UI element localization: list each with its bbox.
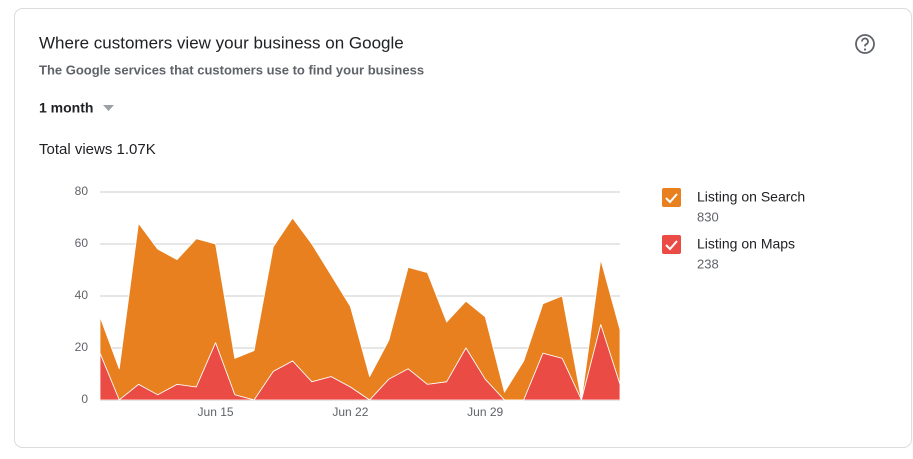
legend-total: 238 — [697, 256, 719, 271]
area — [99, 324, 621, 401]
help-circle[interactable] — [855, 34, 875, 54]
legend-item[interactable]: Listing on Maps 238 — [662, 235, 795, 271]
help-dot[interactable] — [863, 48, 867, 51]
card-border — [14, 8, 912, 448]
x-tick-label: Jun 29 — [467, 405, 503, 419]
y-tick-label: 20 — [75, 340, 89, 354]
period-label[interactable]: 1 month — [39, 100, 93, 116]
legend-total: 830 — [697, 209, 719, 224]
legend-item[interactable]: Listing on Search 830 — [662, 188, 805, 224]
legend-check — [665, 240, 678, 251]
legend-checkbox[interactable] — [662, 188, 681, 207]
legend-checkbox[interactable] — [662, 235, 681, 254]
period-dropdown[interactable]: 1 month — [39, 100, 114, 116]
dropdown-arrow[interactable] — [103, 105, 114, 111]
legend-check — [665, 193, 678, 204]
x-tick-label: Jun 22 — [332, 405, 368, 419]
help-icon[interactable] — [855, 34, 875, 54]
y-tick-label: 0 — [81, 392, 88, 406]
y-tick-label: 40 — [75, 288, 89, 302]
total-views: Total views 1.07K — [39, 141, 156, 158]
card-title: Where customers view your business on Go… — [39, 33, 404, 52]
y-tick-label: 60 — [75, 236, 89, 250]
legend-name: Listing on Search — [697, 189, 805, 205]
x-tick-label: Jun 15 — [198, 405, 234, 419]
card-subtitle: The Google services that customers use t… — [39, 62, 424, 77]
legend-name: Listing on Maps — [697, 236, 795, 252]
y-tick-label: 80 — [75, 184, 89, 198]
help-question[interactable] — [861, 37, 869, 47]
